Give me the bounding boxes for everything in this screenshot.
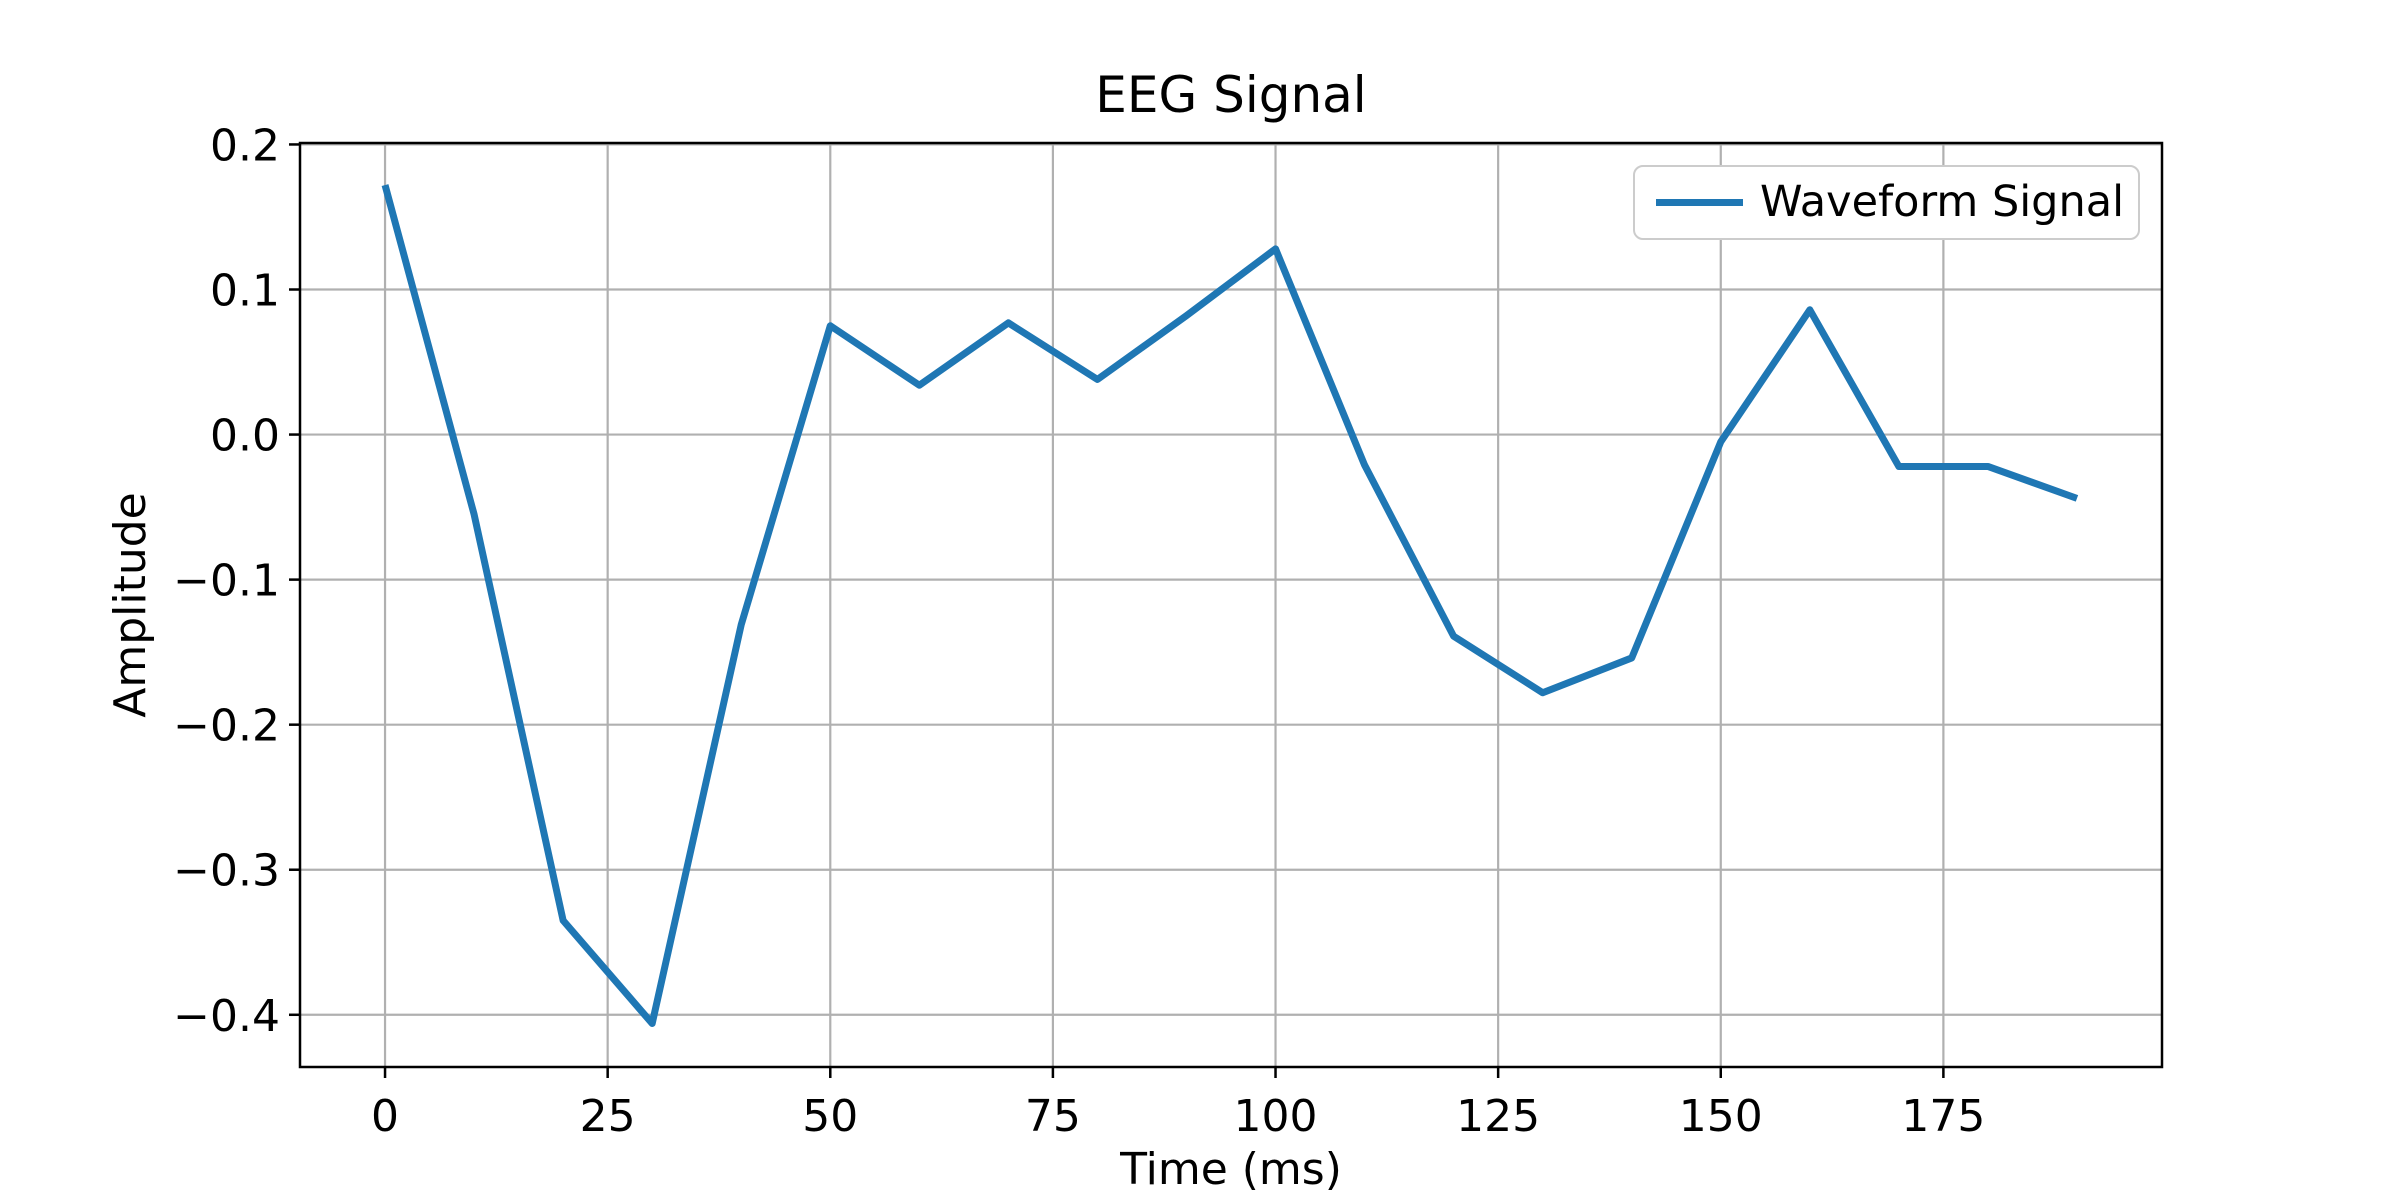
x-tick-label: 100 — [1234, 1091, 1318, 1142]
y-tick-label: 0.1 — [210, 266, 280, 317]
y-tick-label: −0.1 — [173, 556, 280, 607]
legend: Waveform Signal — [1633, 165, 2140, 240]
y-tick-label: −0.2 — [173, 701, 280, 752]
y-tick-label: −0.4 — [173, 991, 280, 1042]
x-tick-label: 175 — [1901, 1091, 1985, 1142]
x-tick-label: 75 — [1025, 1091, 1081, 1142]
x-tick-label: 50 — [802, 1091, 858, 1142]
y-tick-label: −0.3 — [173, 846, 280, 897]
y-tick-label: 0.0 — [210, 411, 280, 462]
x-tick-label: 125 — [1456, 1091, 1540, 1142]
x-tick-label: 25 — [580, 1091, 636, 1142]
x-tick-label: 150 — [1679, 1091, 1763, 1142]
y-tick-label: 0.2 — [210, 120, 280, 171]
legend-entry-label: Waveform Signal — [1760, 177, 2125, 227]
axes-spines — [298, 141, 2164, 1069]
y-axis-label: Amplitude — [105, 492, 156, 718]
x-axis-label: Time (ms) — [1120, 1144, 1342, 1195]
waveform-line — [381, 184, 2079, 1027]
chart-title: EEG Signal — [1095, 66, 1367, 124]
legend-line-sample — [1656, 199, 1743, 206]
x-tick-label: 0 — [371, 1091, 399, 1142]
